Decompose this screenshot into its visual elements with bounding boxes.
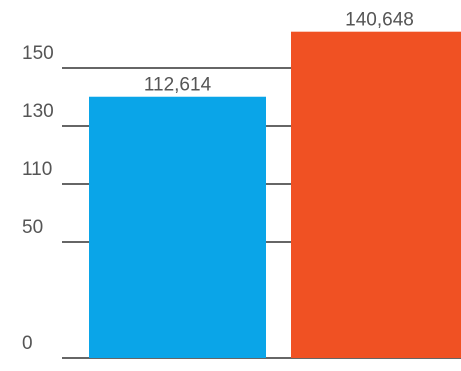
- y-tick-label: 110: [22, 159, 52, 180]
- bar-value-label: 112,614: [144, 75, 212, 96]
- bar: [291, 31, 461, 358]
- y-tick-label: 130: [22, 101, 54, 122]
- y-axis-tick-labels: 0 50 110 130 150: [22, 43, 54, 354]
- y-tick-label: 0: [22, 333, 33, 354]
- bars: [89, 31, 461, 358]
- y-tick-label: 50: [22, 217, 43, 238]
- bar-value-label: 140,648: [345, 10, 414, 31]
- bar-value-labels: 112,614 140,648: [144, 10, 414, 96]
- y-tick-label: 150: [22, 43, 54, 64]
- bar: [89, 96, 266, 358]
